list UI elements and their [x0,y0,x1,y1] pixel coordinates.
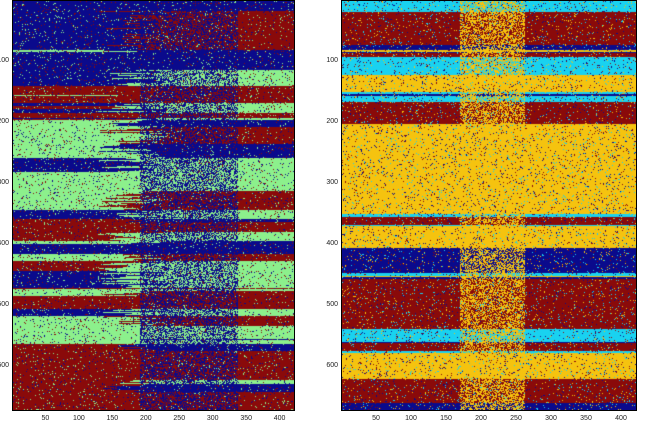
x-tick-label: 350 [580,415,592,422]
y-tick-label: 600 [326,362,338,370]
x-tick-label: 100 [405,415,417,422]
x-tick-label: 300 [545,415,557,422]
y-tick-label: 600 [0,362,9,370]
y-tick-label: 500 [326,301,338,309]
x-tick-label: 350 [240,415,252,422]
y-tick-label: 300 [0,179,9,187]
y-tick-label: 100 [0,57,9,65]
y-tick-label: 100 [326,57,338,65]
x-tick-label: 50 [41,415,50,422]
right-heatmap [341,0,637,411]
y-tick-label: 200 [0,118,9,126]
x-tick-label: 250 [173,415,186,422]
x-tick-label: 400 [615,415,627,422]
y-tick-label: 200 [326,118,338,126]
x-tick-label: 300 [206,415,219,422]
y-tick-label: 400 [326,240,338,248]
left-heatmap [12,0,295,411]
x-tick-label: 50 [372,415,380,422]
x-tick-label: 400 [273,415,286,422]
x-tick-label: 250 [510,415,522,422]
x-tick-label: 200 [475,415,487,422]
y-tick-label: 300 [326,179,338,187]
x-tick-label: 150 [106,415,119,422]
x-tick-label: 150 [440,415,452,422]
x-tick-label: 200 [139,415,152,422]
x-tick-label: 100 [73,415,85,422]
y-tick-label: 400 [0,240,9,248]
y-tick-label: 500 [0,301,9,309]
